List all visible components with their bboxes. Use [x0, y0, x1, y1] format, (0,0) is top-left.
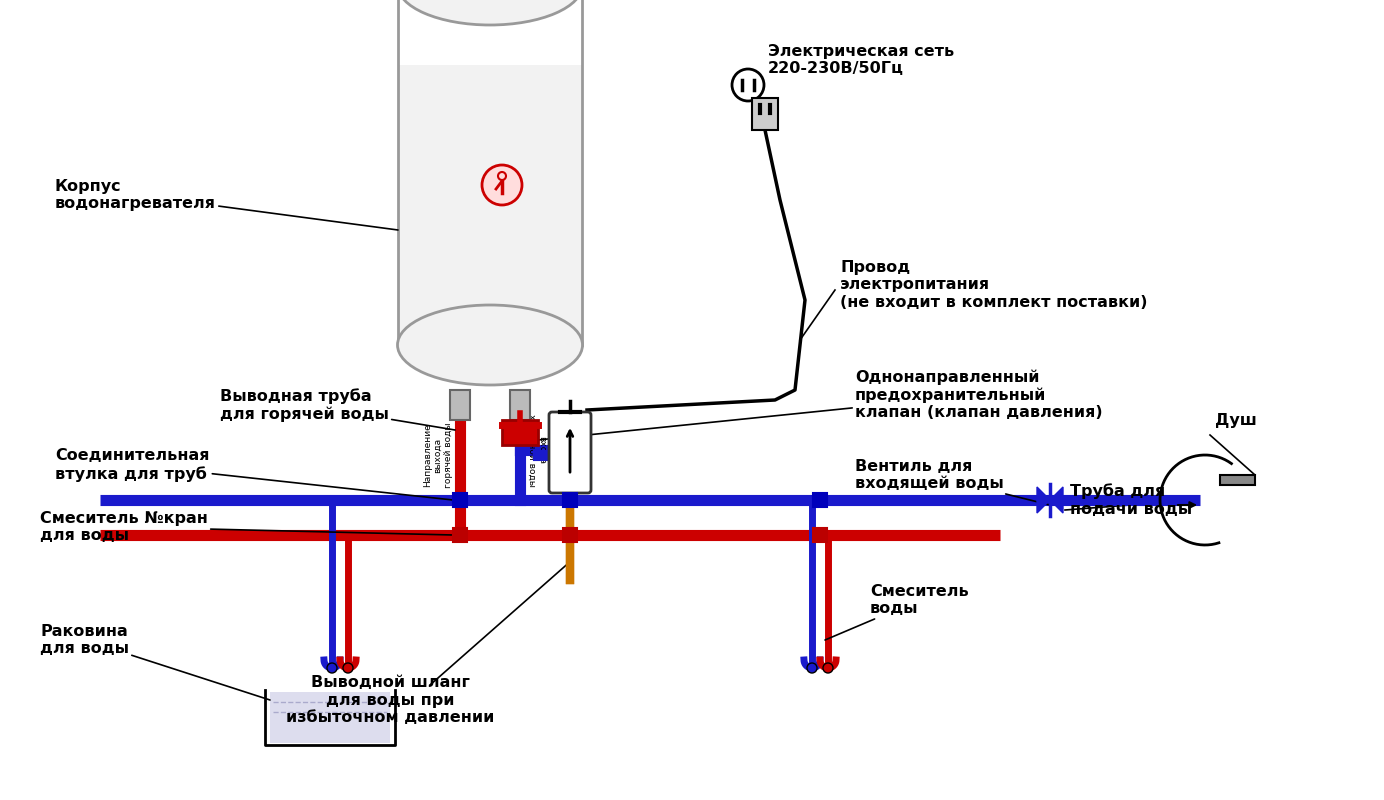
- Circle shape: [823, 663, 833, 673]
- Text: Однонаправленный
предохранительный
клапан (клапан давления): Однонаправленный предохранительный клапа…: [538, 370, 1103, 440]
- Circle shape: [807, 663, 817, 673]
- Text: Направление
выхода
горячей воды: Направление выхода горячей воды: [424, 422, 453, 488]
- Polygon shape: [1037, 487, 1050, 513]
- Bar: [1221, 475, 1255, 485]
- Circle shape: [482, 165, 522, 205]
- Circle shape: [327, 663, 336, 673]
- Bar: [502, 420, 538, 445]
- Text: Душ: Душ: [1215, 413, 1257, 427]
- Ellipse shape: [397, 0, 583, 25]
- Circle shape: [732, 69, 764, 101]
- Text: Провод
электропитания
(не входит в комплект поставки): Провод электропитания (не входит в компл…: [840, 260, 1147, 310]
- Text: Направление
входа
холодной воды: Направление входа холодной воды: [527, 414, 556, 486]
- Text: Смеситель №кран
для воды: Смеситель №кран для воды: [40, 511, 453, 543]
- Ellipse shape: [397, 305, 583, 385]
- Polygon shape: [1050, 487, 1063, 513]
- Bar: [450, 390, 471, 420]
- Text: Труба для
подачи воды: Труба для подачи воды: [1070, 483, 1192, 517]
- Text: Вентиль для
входящей воды: Вентиль для входящей воды: [855, 459, 1050, 505]
- Circle shape: [343, 663, 353, 673]
- Bar: [563, 528, 577, 542]
- Bar: [453, 493, 466, 507]
- Text: Раковина
для воды: Раковина для воды: [40, 624, 270, 700]
- Bar: [399, 65, 583, 345]
- FancyBboxPatch shape: [549, 412, 591, 493]
- Bar: [509, 390, 530, 420]
- Text: Выводная труба
для горячей воды: Выводная труба для горячей воды: [220, 388, 455, 430]
- Text: Выводной шланг
для воды при
избыточном давлении: Выводной шланг для воды при избыточном д…: [286, 675, 494, 725]
- Bar: [453, 528, 466, 542]
- Text: Корпус
водонагревателя: Корпус водонагревателя: [55, 178, 399, 230]
- Bar: [812, 528, 828, 542]
- Bar: [752, 98, 778, 130]
- Circle shape: [498, 172, 507, 180]
- Text: Соединительная
втулка для труб: Соединительная втулка для труб: [55, 448, 453, 500]
- Bar: [270, 692, 390, 743]
- Bar: [812, 493, 828, 507]
- Text: Электрическая сеть
220-230В/50Гц: Электрическая сеть 220-230В/50Гц: [768, 44, 954, 76]
- Bar: [563, 493, 577, 507]
- Text: Смеситель
воды: Смеситель воды: [825, 584, 969, 640]
